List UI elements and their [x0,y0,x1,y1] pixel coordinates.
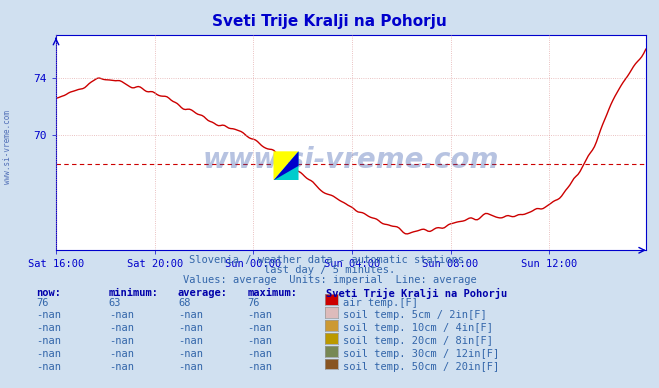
Text: -nan: -nan [36,336,61,346]
Text: -nan: -nan [247,323,272,333]
Text: 76: 76 [247,298,260,308]
Text: soil temp. 30cm / 12in[F]: soil temp. 30cm / 12in[F] [343,349,499,359]
Text: -nan: -nan [178,362,203,372]
Polygon shape [273,151,299,180]
Text: soil temp. 10cm / 4in[F]: soil temp. 10cm / 4in[F] [343,323,493,333]
Text: -nan: -nan [178,349,203,359]
Text: -nan: -nan [36,362,61,372]
Text: Sveti Trije Kralji na Pohorju: Sveti Trije Kralji na Pohorju [326,288,507,299]
Text: -nan: -nan [247,336,272,346]
Text: -nan: -nan [178,336,203,346]
Text: 63: 63 [109,298,121,308]
Text: air temp.[F]: air temp.[F] [343,298,418,308]
Text: average:: average: [178,288,228,298]
Text: now:: now: [36,288,61,298]
Text: Sveti Trije Kralji na Pohorju: Sveti Trije Kralji na Pohorju [212,14,447,29]
Text: 68: 68 [178,298,190,308]
Text: soil temp. 50cm / 20in[F]: soil temp. 50cm / 20in[F] [343,362,499,372]
Polygon shape [273,151,299,180]
Text: -nan: -nan [247,349,272,359]
Text: last day / 5 minutes.: last day / 5 minutes. [264,265,395,275]
Text: -nan: -nan [178,323,203,333]
Text: -nan: -nan [109,336,134,346]
Polygon shape [273,151,299,180]
Text: -nan: -nan [109,362,134,372]
Text: soil temp. 5cm / 2in[F]: soil temp. 5cm / 2in[F] [343,310,486,320]
Text: -nan: -nan [247,362,272,372]
Text: -nan: -nan [36,310,61,320]
Text: -nan: -nan [36,349,61,359]
Text: maximum:: maximum: [247,288,297,298]
Text: -nan: -nan [109,323,134,333]
Text: -nan: -nan [109,349,134,359]
Text: -nan: -nan [247,310,272,320]
Text: -nan: -nan [36,323,61,333]
Text: www.si-vreme.com: www.si-vreme.com [3,111,13,184]
Text: -nan: -nan [178,310,203,320]
Text: soil temp. 20cm / 8in[F]: soil temp. 20cm / 8in[F] [343,336,493,346]
Text: www.si-vreme.com: www.si-vreme.com [203,146,499,174]
Text: Values: average  Units: imperial  Line: average: Values: average Units: imperial Line: av… [183,275,476,286]
Text: 76: 76 [36,298,49,308]
Text: minimum:: minimum: [109,288,159,298]
Text: Slovenia / weather data - automatic stations.: Slovenia / weather data - automatic stat… [189,255,470,265]
Text: -nan: -nan [109,310,134,320]
